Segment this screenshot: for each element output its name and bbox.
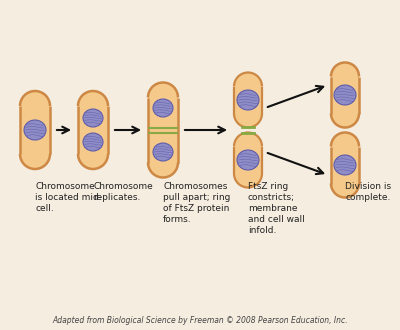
Ellipse shape	[331, 100, 359, 127]
Ellipse shape	[234, 133, 262, 160]
Ellipse shape	[334, 155, 356, 175]
Text: Adapted from Biological Science by Freeman © 2008 Pearson Education, Inc.: Adapted from Biological Science by Freem…	[52, 316, 348, 325]
Ellipse shape	[234, 73, 262, 101]
Bar	[78, 106, 108, 154]
Ellipse shape	[78, 91, 108, 121]
Ellipse shape	[331, 133, 359, 160]
Bar	[234, 86, 262, 114]
Ellipse shape	[237, 150, 259, 170]
Bar	[331, 147, 359, 183]
Text: Chromosome
is located mid-
cell.: Chromosome is located mid- cell.	[35, 182, 102, 213]
Ellipse shape	[237, 90, 259, 110]
Bar	[331, 77, 359, 114]
Text: FtsZ ring
constricts;
membrane
and cell wall
infold.: FtsZ ring constricts; membrane and cell …	[248, 182, 305, 235]
Ellipse shape	[78, 139, 108, 169]
Ellipse shape	[331, 170, 359, 197]
Bar	[148, 97, 178, 162]
Ellipse shape	[331, 62, 359, 90]
Text: Chromosomes
pull apart; ring
of FtsZ protein
forms.: Chromosomes pull apart; ring of FtsZ pro…	[163, 182, 230, 224]
Ellipse shape	[24, 120, 46, 140]
Ellipse shape	[153, 99, 173, 117]
Ellipse shape	[83, 133, 103, 151]
Ellipse shape	[334, 85, 356, 105]
Text: Division is
complete.: Division is complete.	[345, 182, 391, 202]
Text: Chromosome
replicates.: Chromosome replicates.	[93, 182, 153, 202]
Ellipse shape	[148, 148, 178, 178]
Ellipse shape	[234, 159, 262, 187]
Ellipse shape	[20, 91, 50, 121]
Ellipse shape	[153, 143, 173, 161]
Bar	[234, 147, 262, 174]
Ellipse shape	[234, 100, 262, 127]
Ellipse shape	[83, 109, 103, 127]
Ellipse shape	[148, 82, 178, 113]
Bar	[20, 106, 50, 154]
Ellipse shape	[20, 139, 50, 169]
